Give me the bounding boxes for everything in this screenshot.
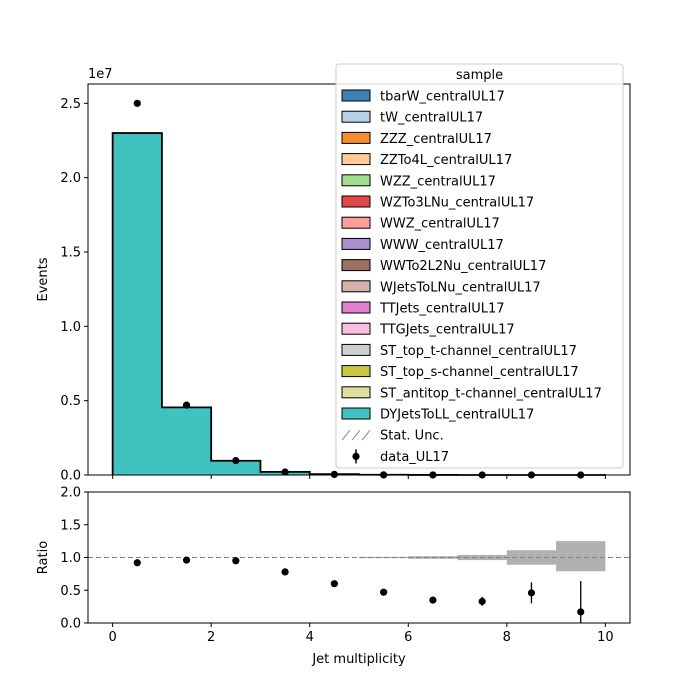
x-tick-label: 2 — [207, 630, 215, 645]
ratio-point — [380, 588, 388, 596]
legend-label: tbarW_centralUL17 — [380, 90, 505, 105]
legend-label: WWW_centralUL17 — [380, 238, 504, 253]
legend-box — [335, 63, 624, 469]
y-tick-label: 2.5 — [60, 97, 81, 112]
legend-label: data_UL17 — [380, 450, 449, 465]
legend-label: Stat. Unc. — [380, 429, 444, 444]
y-tick-label: 0.0 — [60, 617, 81, 632]
legend-swatch — [341, 237, 371, 250]
y-axis-label: Ratio — [36, 541, 51, 574]
ratio-point — [133, 559, 141, 567]
stat-unc-band — [556, 541, 606, 572]
legend-label: WZTo3LNu_centralUL17 — [380, 196, 534, 211]
legend-swatch — [341, 195, 371, 208]
legend-label: TTGJets_centralUL17 — [379, 323, 515, 338]
legend-swatch — [341, 110, 371, 123]
x-tick-label: 6 — [404, 630, 412, 645]
legend-swatch — [341, 89, 371, 102]
main-panel: 0.0 0.5 1.0 1.5 2.0 2.5 1e7 Events — [36, 67, 631, 484]
legend-swatch — [341, 153, 371, 166]
y-tick-label: 1.0 — [60, 320, 81, 335]
legend-swatch — [341, 343, 371, 356]
legend: sample tbarW_centralUL17 tW_centralUL17 ZZZ… — [335, 63, 624, 469]
x-tick-label: 10 — [597, 630, 614, 645]
x-tick-label: 0 — [108, 630, 116, 645]
ratio-point — [478, 597, 486, 605]
data-point — [133, 99, 141, 107]
y-offset-label: 1e7 — [88, 67, 113, 82]
ratio-point — [429, 596, 437, 604]
ratio-point — [330, 580, 338, 588]
legend-swatch — [341, 301, 371, 314]
legend-swatch — [341, 131, 371, 144]
x-tick-label: 4 — [306, 630, 314, 645]
legend-label: WWTo2L2Nu_centralUL17 — [380, 259, 546, 274]
legend-title: sample — [456, 68, 503, 83]
legend-label: tW_centralUL17 — [380, 111, 483, 126]
legend-label: WWZ_centralUL17 — [380, 217, 500, 232]
ratio-point — [232, 557, 240, 565]
legend-swatch — [341, 174, 371, 187]
hatch-line — [361, 429, 371, 441]
legend-swatch — [341, 322, 371, 335]
y-tick-label: 0.0 — [60, 469, 81, 484]
legend-swatch — [341, 259, 371, 272]
legend-swatch — [341, 386, 371, 399]
y-tick-label: 1.5 — [60, 245, 81, 260]
legend-label: TTJets_centralUL17 — [379, 302, 505, 317]
y-tick-label: 0.5 — [60, 394, 81, 409]
y-tick-label: 2.0 — [60, 486, 81, 501]
ratio-point — [527, 589, 536, 597]
legend-label: ST_antitop_t-channel_centralUL17 — [380, 386, 602, 401]
data-point — [232, 456, 240, 465]
legend-swatch — [341, 280, 371, 293]
bar-DYJetsToLL_centralUL17 — [112, 132, 163, 476]
legend-swatch — [341, 365, 371, 378]
legend-label: WZZ_centralUL17 — [380, 174, 496, 189]
legend-label: DYJetsToLL_centralUL17 — [380, 408, 534, 423]
legend-label: ZZZ_centralUL17 — [380, 132, 492, 147]
y-axis-label: Events — [36, 257, 51, 301]
data-point — [182, 401, 191, 409]
ratio-point — [577, 608, 585, 616]
y-tick-label: 1.5 — [60, 518, 81, 533]
bar-DYJetsToLL_centralUL17 — [161, 407, 212, 476]
x-axis-label: Jet multiplicity — [311, 652, 406, 667]
data-point — [330, 470, 338, 479]
legend-label: ST_top_t-channel_centralUL17 — [380, 344, 577, 359]
ratio-point — [182, 556, 191, 564]
legend-label: WJetsToLNu_centralUL17 — [380, 280, 541, 295]
y-tick-label: 2.0 — [60, 171, 81, 186]
legend-label: ZZTo4L_centralUL17 — [380, 153, 512, 168]
hatch-line — [341, 429, 351, 441]
hatch-line — [351, 429, 361, 441]
x-tick-label: 8 — [503, 630, 511, 645]
legend-swatch — [341, 407, 371, 420]
ratio-panel: 0.0 0.5 1.0 1.5 2.0 0 2 4 6 8 10 Jet multiplicity Ra… — [36, 486, 631, 667]
stat-unc-band — [359, 556, 409, 559]
y-tick-label: 1.0 — [60, 551, 81, 566]
legend-swatch — [341, 216, 371, 229]
y-tick-label: 0.5 — [60, 584, 81, 599]
legend-label: ST_top_s-channel_centralUL17 — [380, 365, 579, 380]
data-point — [281, 468, 289, 476]
legend-data-marker — [352, 452, 360, 460]
legend-stat-unc-swatch — [341, 429, 371, 441]
ratio-point — [281, 568, 289, 576]
